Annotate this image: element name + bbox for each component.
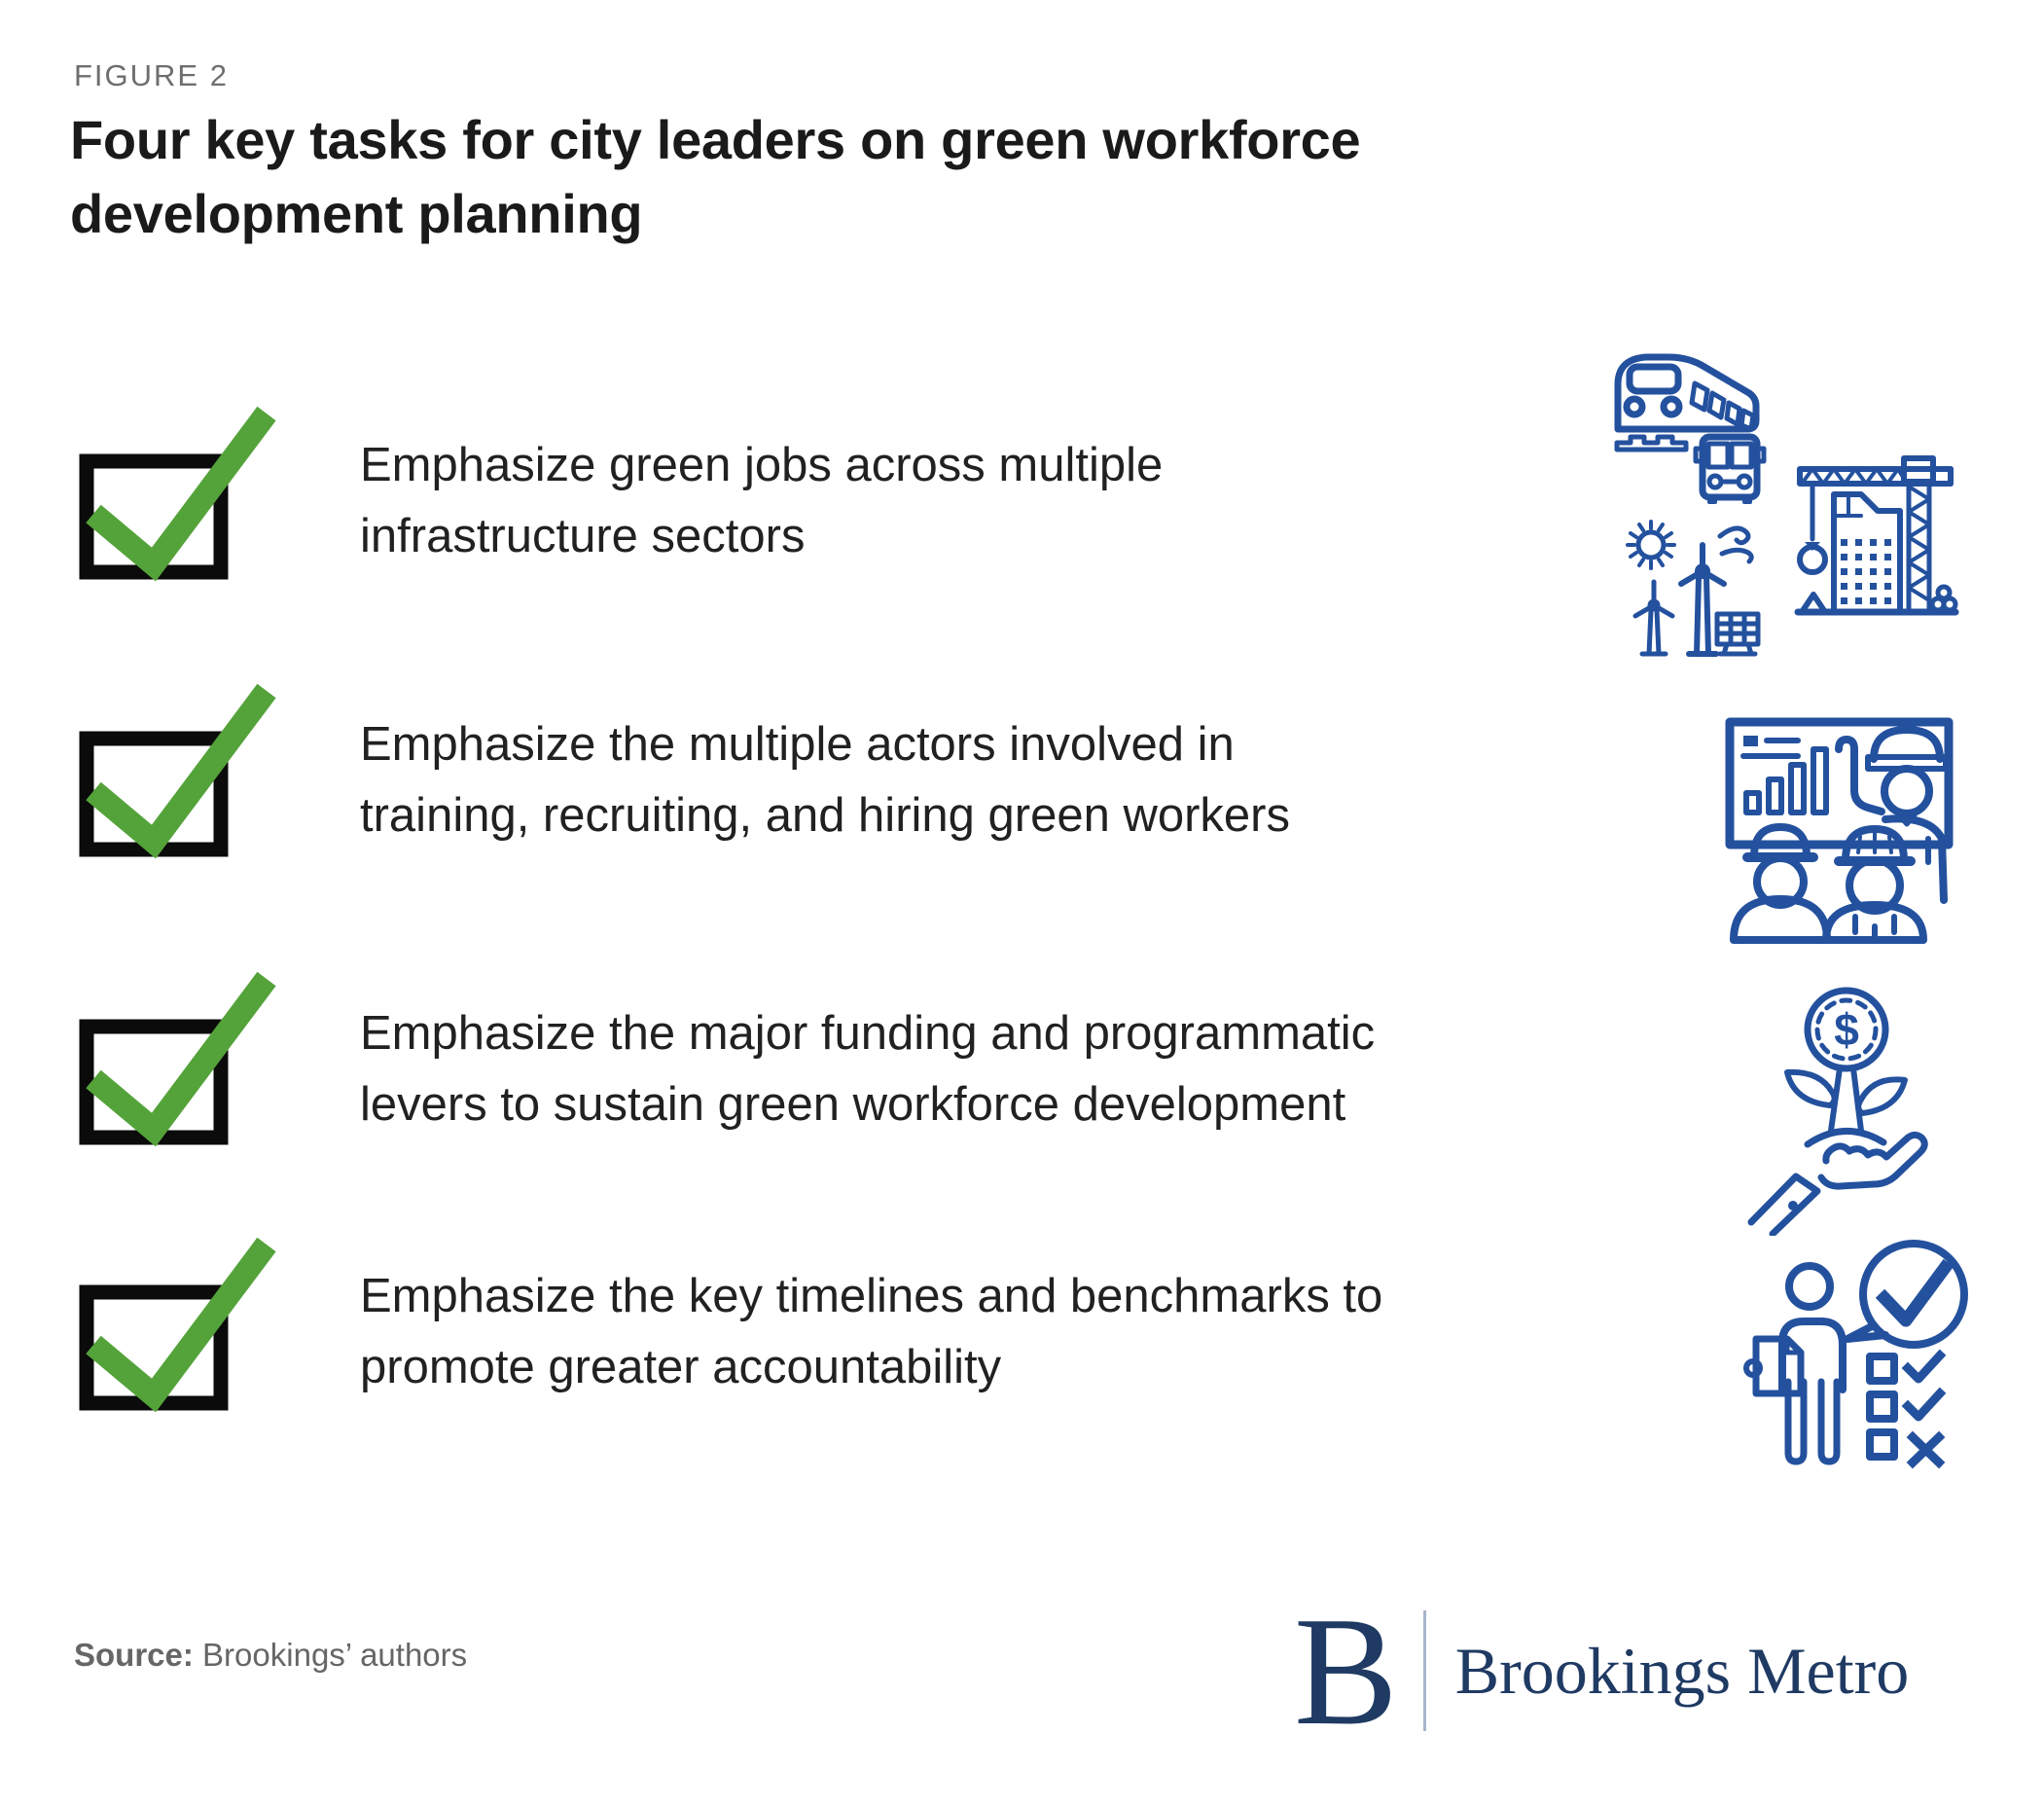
training-recruiting-hiring-icon <box>1725 717 1954 944</box>
timelines-benchmarks-icon <box>1743 1240 1968 1469</box>
task-icon-3: $ <box>1732 983 2004 1238</box>
task-3-line-2: levers to sustain green workforce develo… <box>360 1078 1346 1131</box>
figure-title: Four key tasks for city leaders on green… <box>70 103 1361 251</box>
figure-label: FIGURE 2 <box>74 58 229 92</box>
task-4-line-1: Emphasize the key timelines and benchmar… <box>360 1270 1383 1322</box>
task-icon-4 <box>1732 1236 2004 1489</box>
task-1-line-2: infrastructure sectors <box>360 510 806 562</box>
logo-divider <box>1422 1610 1426 1731</box>
task-checkbox-3 <box>71 962 277 1147</box>
checked-checkbox-icon <box>79 971 276 1147</box>
brookings-monogram: B <box>1294 1584 1398 1757</box>
task-text-3: Emphasize the major funding and programm… <box>360 998 1375 1140</box>
funding-programmatic-levers-icon: $ <box>1747 987 1928 1238</box>
multi-sector-infrastructure-icon <box>1614 353 1959 657</box>
task-checkbox-4 <box>71 1228 277 1413</box>
checked-checkbox-icon <box>79 683 276 859</box>
task-2-line-2: training, recruiting, and hiring green w… <box>360 789 1290 842</box>
figure-title-line-1: Four key tasks for city leaders on green… <box>70 109 1361 170</box>
source-note: Source: Brookings’ authors <box>74 1637 467 1674</box>
task-text-1: Emphasize green jobs across multiple inf… <box>360 430 1163 572</box>
task-checkbox-1 <box>71 397 277 582</box>
task-text-4: Emphasize the key timelines and benchmar… <box>360 1261 1382 1403</box>
task-icon-2 <box>1693 701 2004 973</box>
task-text-2: Emphasize the multiple actors involved i… <box>360 709 1290 851</box>
task-3-line-1: Emphasize the major funding and programm… <box>360 1007 1376 1060</box>
checked-checkbox-icon <box>79 406 276 582</box>
task-icon-1 <box>1557 331 1994 671</box>
source-text: Brookings’ authors <box>202 1637 468 1673</box>
figure-title-line-2: development planning <box>70 183 643 244</box>
brookings-metro-logo: B Brookings Metro <box>1294 1593 1910 1749</box>
task-checkbox-2 <box>71 674 277 859</box>
source-label: Source: <box>74 1637 194 1673</box>
task-4-line-2: promote greater accountability <box>360 1341 1002 1393</box>
brookings-wordmark: Brookings Metro <box>1454 1633 1910 1708</box>
task-2-line-1: Emphasize the multiple actors involved i… <box>360 718 1235 771</box>
svg-text:$: $ <box>1834 1004 1859 1055</box>
checked-checkbox-icon <box>79 1237 276 1413</box>
task-1-line-1: Emphasize green jobs across multiple <box>360 439 1164 491</box>
